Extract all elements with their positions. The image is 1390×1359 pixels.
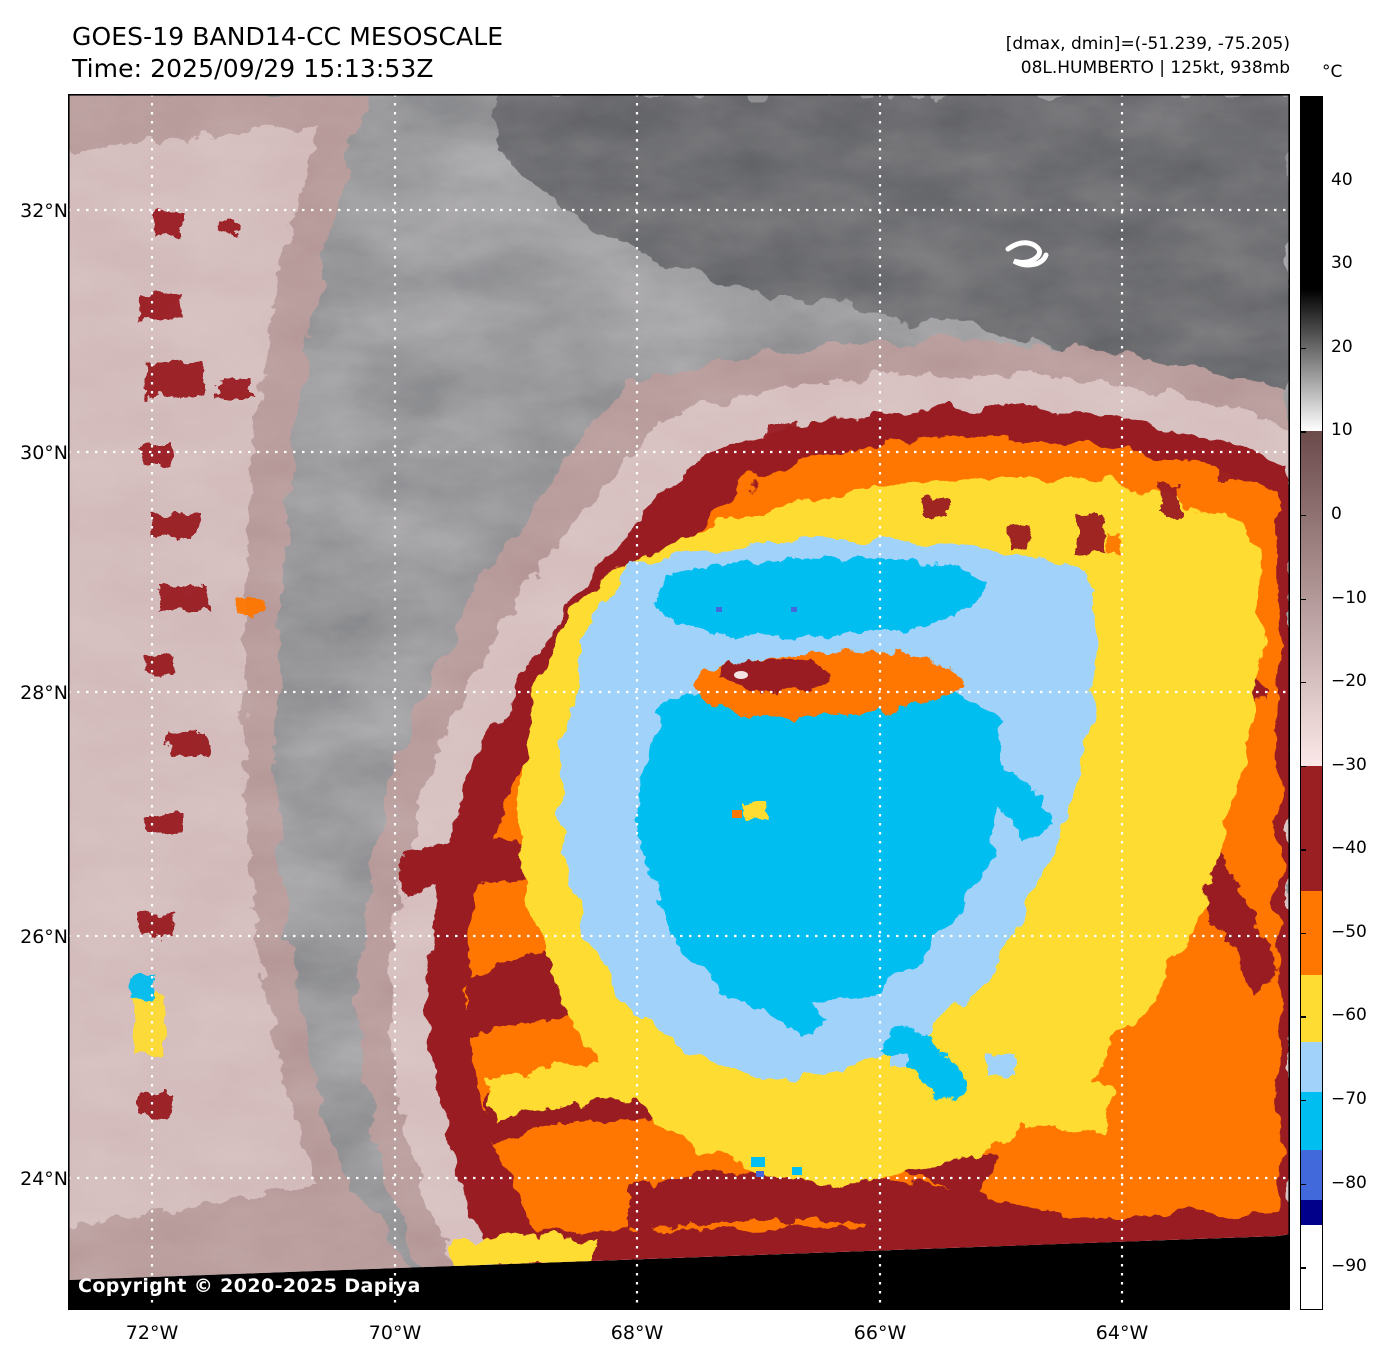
storm-info-label: 08L.HUMBERTO | 125kt, 938mb — [1020, 58, 1290, 78]
colorbar-band-navy — [1301, 1200, 1322, 1226]
colorbar-tick-label: 30 — [1331, 253, 1353, 274]
lon-tick-72w: 72°W — [125, 1322, 179, 1344]
colorbar-tick-label: 10 — [1331, 420, 1353, 441]
colorbar-band-light-blue — [1301, 1041, 1322, 1092]
colorbar-band-gray-gradient — [1301, 289, 1322, 432]
lat-tick-26n: 26°N — [20, 926, 68, 948]
colorbar-tick-label: 20 — [1331, 336, 1353, 357]
red-speckle-west — [132, 212, 264, 1116]
colorbar-tickmark — [1301, 849, 1306, 851]
colorbar-tick-label: −20 — [1331, 671, 1367, 692]
colorbar-band-royal-blue — [1301, 1150, 1322, 1201]
colorbar-tickmark — [1301, 598, 1306, 600]
colorbar-band-dark-red — [1301, 765, 1322, 892]
red-speckle-north — [768, 424, 1238, 554]
colorbar-band-white — [1301, 1225, 1322, 1309]
eye-warm-arc-darkred — [718, 658, 829, 692]
cyan-fragments — [718, 754, 1053, 1102]
eye-center-warm-pixel — [734, 671, 748, 679]
colorbar-band-black — [1301, 97, 1322, 290]
colorbar-tickmark — [1301, 514, 1306, 517]
colorbar-tick-label: −10 — [1331, 587, 1367, 608]
map-border — [68, 94, 1290, 1310]
lon-tick-66w: 66°W — [853, 1322, 907, 1344]
colorbar-tick-label: −60 — [1331, 1005, 1367, 1026]
lon-tick-68w: 68°W — [610, 1322, 664, 1344]
colorbar-band-yellow — [1301, 974, 1322, 1042]
colorbar-tickmark — [1301, 682, 1306, 684]
colorbar-tick-label: 40 — [1331, 169, 1353, 190]
colorbar-tickmark — [1301, 347, 1306, 350]
colorbar-band-orange — [1301, 891, 1322, 975]
colorbar-tickmark — [1301, 431, 1306, 433]
lat-tick-32n: 32°N — [20, 200, 68, 222]
colorbar-tick-label: 0 — [1331, 503, 1342, 524]
copyright-label: Copyright © 2020-2025 Dapiya — [78, 1275, 421, 1297]
colorbar-units-label: °C — [1322, 62, 1343, 82]
dmax-dmin-label: [dmax, dmin]=(-51.239, -75.205) — [1005, 34, 1290, 54]
colorbar-tickmark — [1301, 180, 1306, 182]
lat-tick-24n: 24°N — [20, 1168, 68, 1190]
colorbar-tickmark — [1301, 765, 1306, 768]
colorbar-tick-label: −40 — [1331, 838, 1367, 859]
colorbar-tick-label: −80 — [1331, 1172, 1367, 1193]
colorbar-band-mauve-gradient — [1301, 431, 1322, 766]
colorbar-band-cyan — [1301, 1091, 1322, 1151]
satellite-map[interactable] — [68, 94, 1290, 1310]
colorbar-tickmark — [1301, 1183, 1306, 1185]
colorbar-tick-label: −90 — [1331, 1256, 1367, 1277]
colorbar-tickmark — [1301, 932, 1306, 935]
colorbar-tick-label: −50 — [1331, 921, 1367, 942]
satellite-image-canvas — [68, 94, 1290, 1310]
colorbar-tickmark — [1301, 1100, 1306, 1102]
ir-data-layer — [68, 94, 1290, 1280]
lon-tick-70w: 70°W — [368, 1322, 422, 1344]
lat-lon-grid — [68, 94, 1290, 1310]
timestamp-label: Time: 2025/09/29 15:13:53Z — [72, 54, 434, 83]
lat-tick-30n: 30°N — [20, 442, 68, 464]
colorbar-tick-label: −30 — [1331, 754, 1367, 775]
page-title: GOES-19 BAND14-CC MESOSCALE — [72, 22, 504, 51]
white-cloud-filament — [1005, 240, 1049, 268]
lon-tick-64w: 64°W — [1095, 1322, 1149, 1344]
colorbar[interactable]: 40 30 20 10 0 −10 −20 −30 −40 −50 −60 −70 −80 −90 — [1300, 96, 1367, 1310]
cyan-north-arc — [656, 557, 988, 638]
lat-tick-28n: 28°N — [20, 682, 68, 704]
cyan-eye-core — [638, 671, 1001, 1005]
scattered-cold-pixels — [716, 607, 1016, 1177]
colorbar-tickmark — [1301, 1267, 1306, 1269]
colorbar-tick-label: −70 — [1331, 1089, 1367, 1110]
colorbar-tickmark — [1301, 1016, 1306, 1018]
colorbar-tickmark — [1301, 264, 1306, 266]
